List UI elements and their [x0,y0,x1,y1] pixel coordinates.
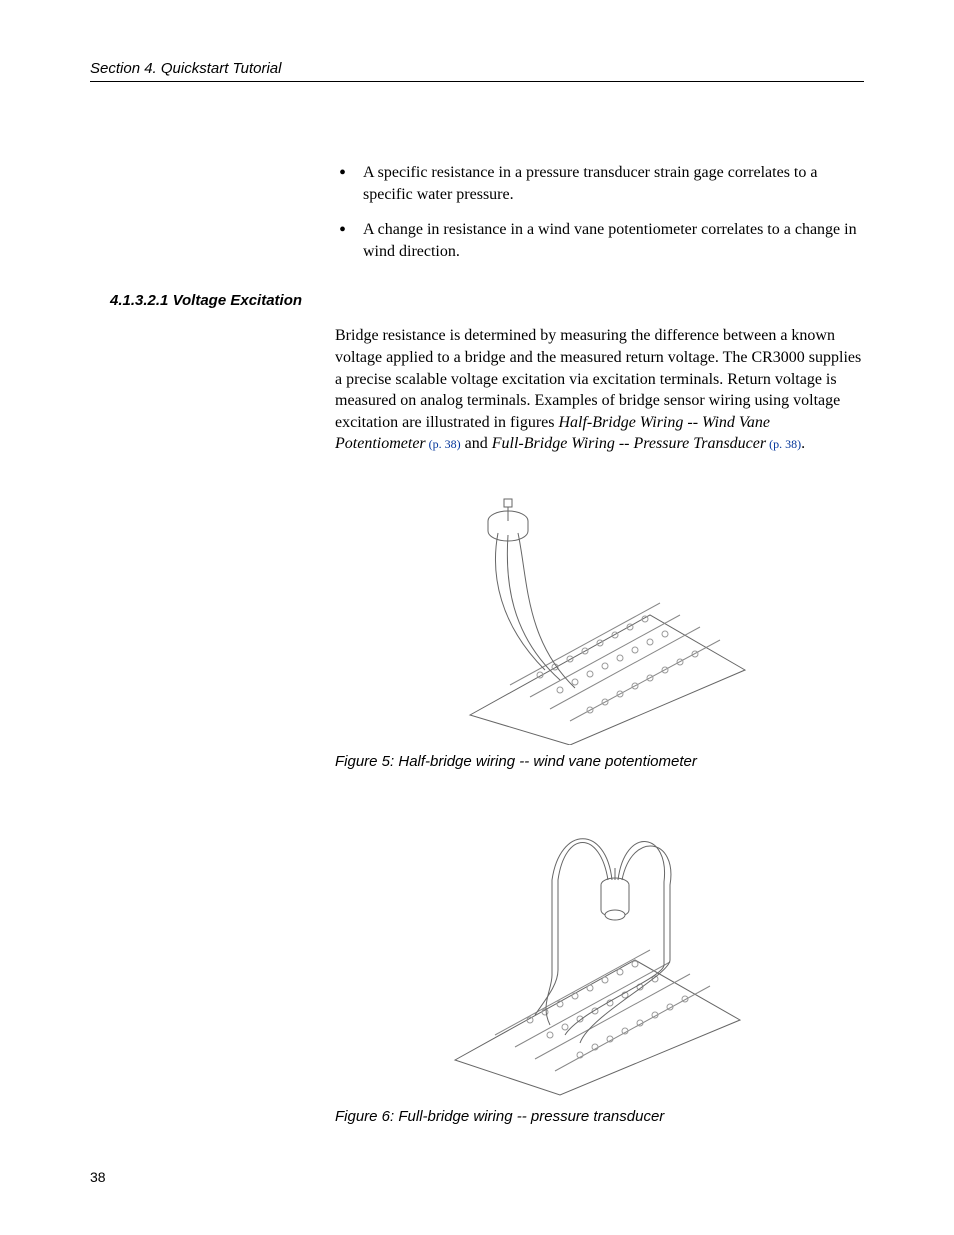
para-text: . [801,435,805,452]
paragraph: Bridge resistance is determined by measu… [335,325,864,455]
figure-6: Figure 6: Full-bridge wiring -- pressure… [335,810,864,1125]
page-number: 38 [90,1169,106,1185]
section-number: 4.1.3.2.1 [110,292,168,309]
page: Section 4. Quickstart Tutorial A specifi… [0,0,954,1235]
para-text: and [461,435,492,452]
section-title: Voltage Excitation [173,292,302,309]
section-body: Bridge resistance is determined by measu… [335,325,864,1125]
page-ref-link[interactable]: (p. 38) [426,437,461,451]
section-heading: 4.1.3.2.1 Voltage Excitation [110,292,864,309]
figure-5: Figure 5: Half-bridge wiring -- wind van… [335,485,864,770]
bullet-item: A change in resistance in a wind vane po… [335,219,864,262]
running-head: Section 4. Quickstart Tutorial [90,60,864,82]
bullet-item: A specific resistance in a pressure tran… [335,162,864,205]
wiring-diagram-icon [450,810,750,1100]
figure-ref-2: Full-Bridge Wiring -- Pressure Transduce… [492,435,766,452]
figure-caption: Figure 5: Half-bridge wiring -- wind van… [335,753,864,770]
main-content: A specific resistance in a pressure tran… [335,162,864,262]
figure-caption: Figure 6: Full-bridge wiring -- pressure… [335,1108,864,1125]
bullet-list: A specific resistance in a pressure tran… [335,162,864,262]
page-ref-link[interactable]: (p. 38) [766,437,801,451]
wiring-diagram-icon [450,485,750,745]
